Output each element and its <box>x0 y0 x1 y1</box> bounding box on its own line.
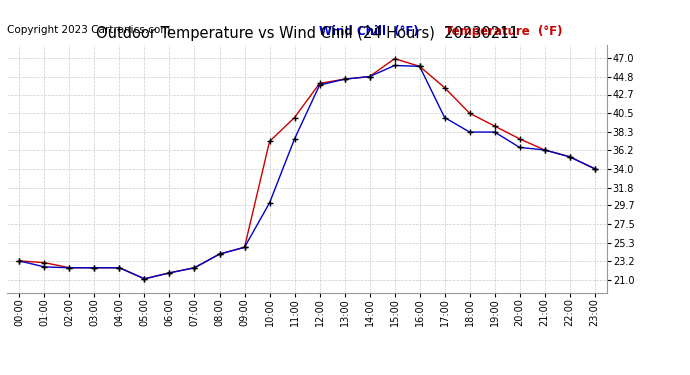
Text: Copyright 2023 Cartronics.com: Copyright 2023 Cartronics.com <box>7 25 170 35</box>
Title: Outdoor Temperature vs Wind Chill (24 Hours)  20230211: Outdoor Temperature vs Wind Chill (24 Ho… <box>96 26 518 41</box>
Text: Wind Chill  (°F): Wind Chill (°F) <box>319 25 419 38</box>
Text: Temperature  (°F): Temperature (°F) <box>445 25 562 38</box>
